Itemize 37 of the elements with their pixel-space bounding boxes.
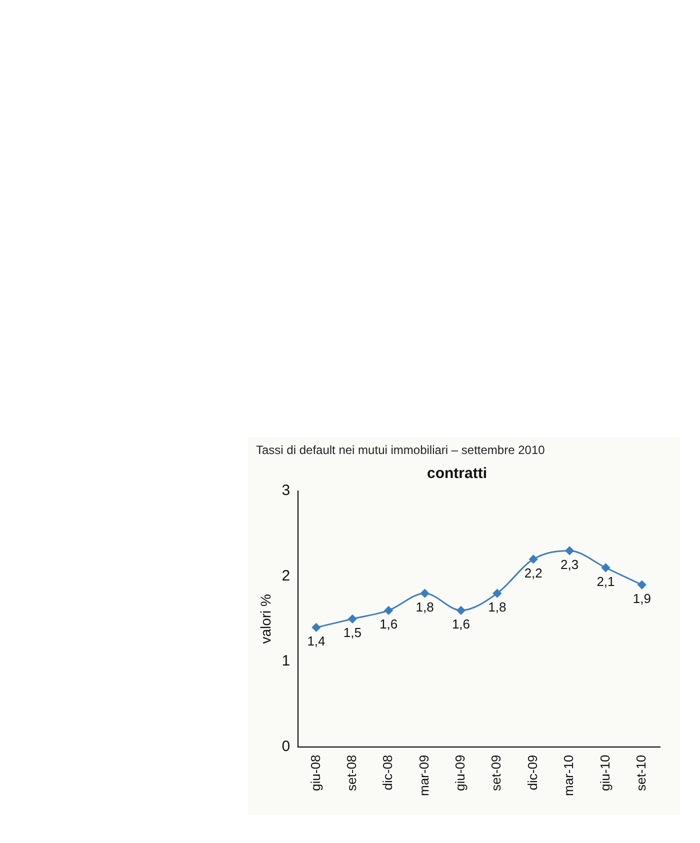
x-tick-label: dic-09 [524,754,540,790]
data-label: 2,2 [524,565,542,580]
chart-subtitle: contratti [427,465,487,482]
x-tick-label: mar-09 [416,754,432,796]
data-label: 1,6 [452,616,470,632]
point [420,589,430,598]
point [529,554,538,564]
y-axis-title: valori % [257,594,274,644]
data-label: 1,9 [632,590,651,606]
data-label: 1,5 [343,624,362,640]
x-tick-label: giu-10 [597,754,612,791]
x-tick-label: mar-10 [561,754,576,796]
data-label: 2,1 [596,574,615,589]
y-tick-label: 0 [282,738,290,755]
y-tick-label: 1 [282,652,290,670]
point [601,563,610,572]
data-label: 1,8 [488,599,506,614]
point [348,614,357,624]
data-label: 2,3 [560,556,579,572]
point [384,606,393,615]
y-tick-label: 3 [282,482,290,500]
chart-title: Tassi di default nei mutui immobiliari – settembre 2010 [256,443,545,457]
x-tick-label: set-09 [488,754,504,791]
point [492,589,502,598]
data-label: 1,4 [307,634,326,649]
x-tick-label: giu-08 [308,754,323,791]
data-label: 1,6 [380,616,398,632]
x-tick-label: set-08 [344,754,359,791]
y-tick-label: 2 [282,567,290,584]
x-tick-label: set-10 [633,754,648,791]
point [565,546,574,555]
point [638,580,646,590]
x-tick-label: dic-08 [380,754,396,790]
point [456,606,466,615]
x-tick-label: giu-09 [452,754,468,791]
data-label: 1,8 [416,599,434,614]
point [312,623,320,632]
